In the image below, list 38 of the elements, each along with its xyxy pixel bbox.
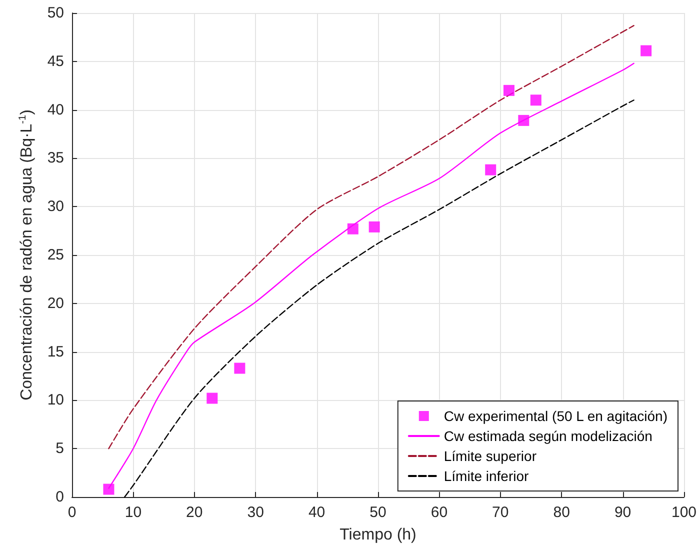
y-tick-label: 30 (47, 198, 64, 216)
point (485, 164, 496, 176)
point (206, 392, 218, 404)
x-tick-label: 60 (430, 504, 448, 521)
x-tick-label: 100 (671, 504, 697, 521)
point (347, 223, 358, 234)
point (530, 94, 542, 106)
point (640, 45, 652, 56)
x-tick-label: 0 (68, 504, 76, 521)
legend-label: Límite inferior (444, 468, 530, 484)
x-tick-label: 30 (247, 504, 264, 521)
y-tick-label: 5 (56, 440, 64, 458)
legend-label: Cw experimental (50 L en agitación) (444, 408, 668, 424)
x-tick-label: 90 (614, 504, 632, 521)
y-tick-label: 50 (47, 4, 64, 22)
y-tick-label: 10 (47, 392, 64, 409)
y-tick-label: 40 (47, 101, 64, 118)
x-tick-label: 80 (553, 504, 570, 521)
x-axis-title: Tiempo (h) (340, 526, 416, 544)
x-tick-label: 40 (308, 504, 326, 521)
y-tick-label: 35 (47, 150, 64, 167)
legend-label: Límite superior (444, 448, 537, 464)
legend-label: Cw estimada según modelización (444, 428, 652, 444)
y-axis-title: Concentración de radón en agua (Bq·L-1) (18, 110, 36, 400)
point (368, 221, 380, 232)
point (234, 362, 246, 374)
y-tick-label: 0 (56, 488, 64, 506)
point (103, 484, 114, 495)
y-tick-label: 25 (47, 246, 64, 264)
x-tick-label: 10 (124, 504, 142, 521)
x-tick-label: 50 (370, 504, 386, 521)
y-tick-label: 20 (47, 294, 64, 312)
point (518, 114, 530, 126)
point (503, 84, 514, 96)
y-tick-label: 15 (47, 343, 64, 360)
x-tick-label: 20 (186, 504, 203, 521)
x-tick-label: 70 (492, 504, 509, 521)
y-tick-label: 45 (47, 52, 64, 70)
